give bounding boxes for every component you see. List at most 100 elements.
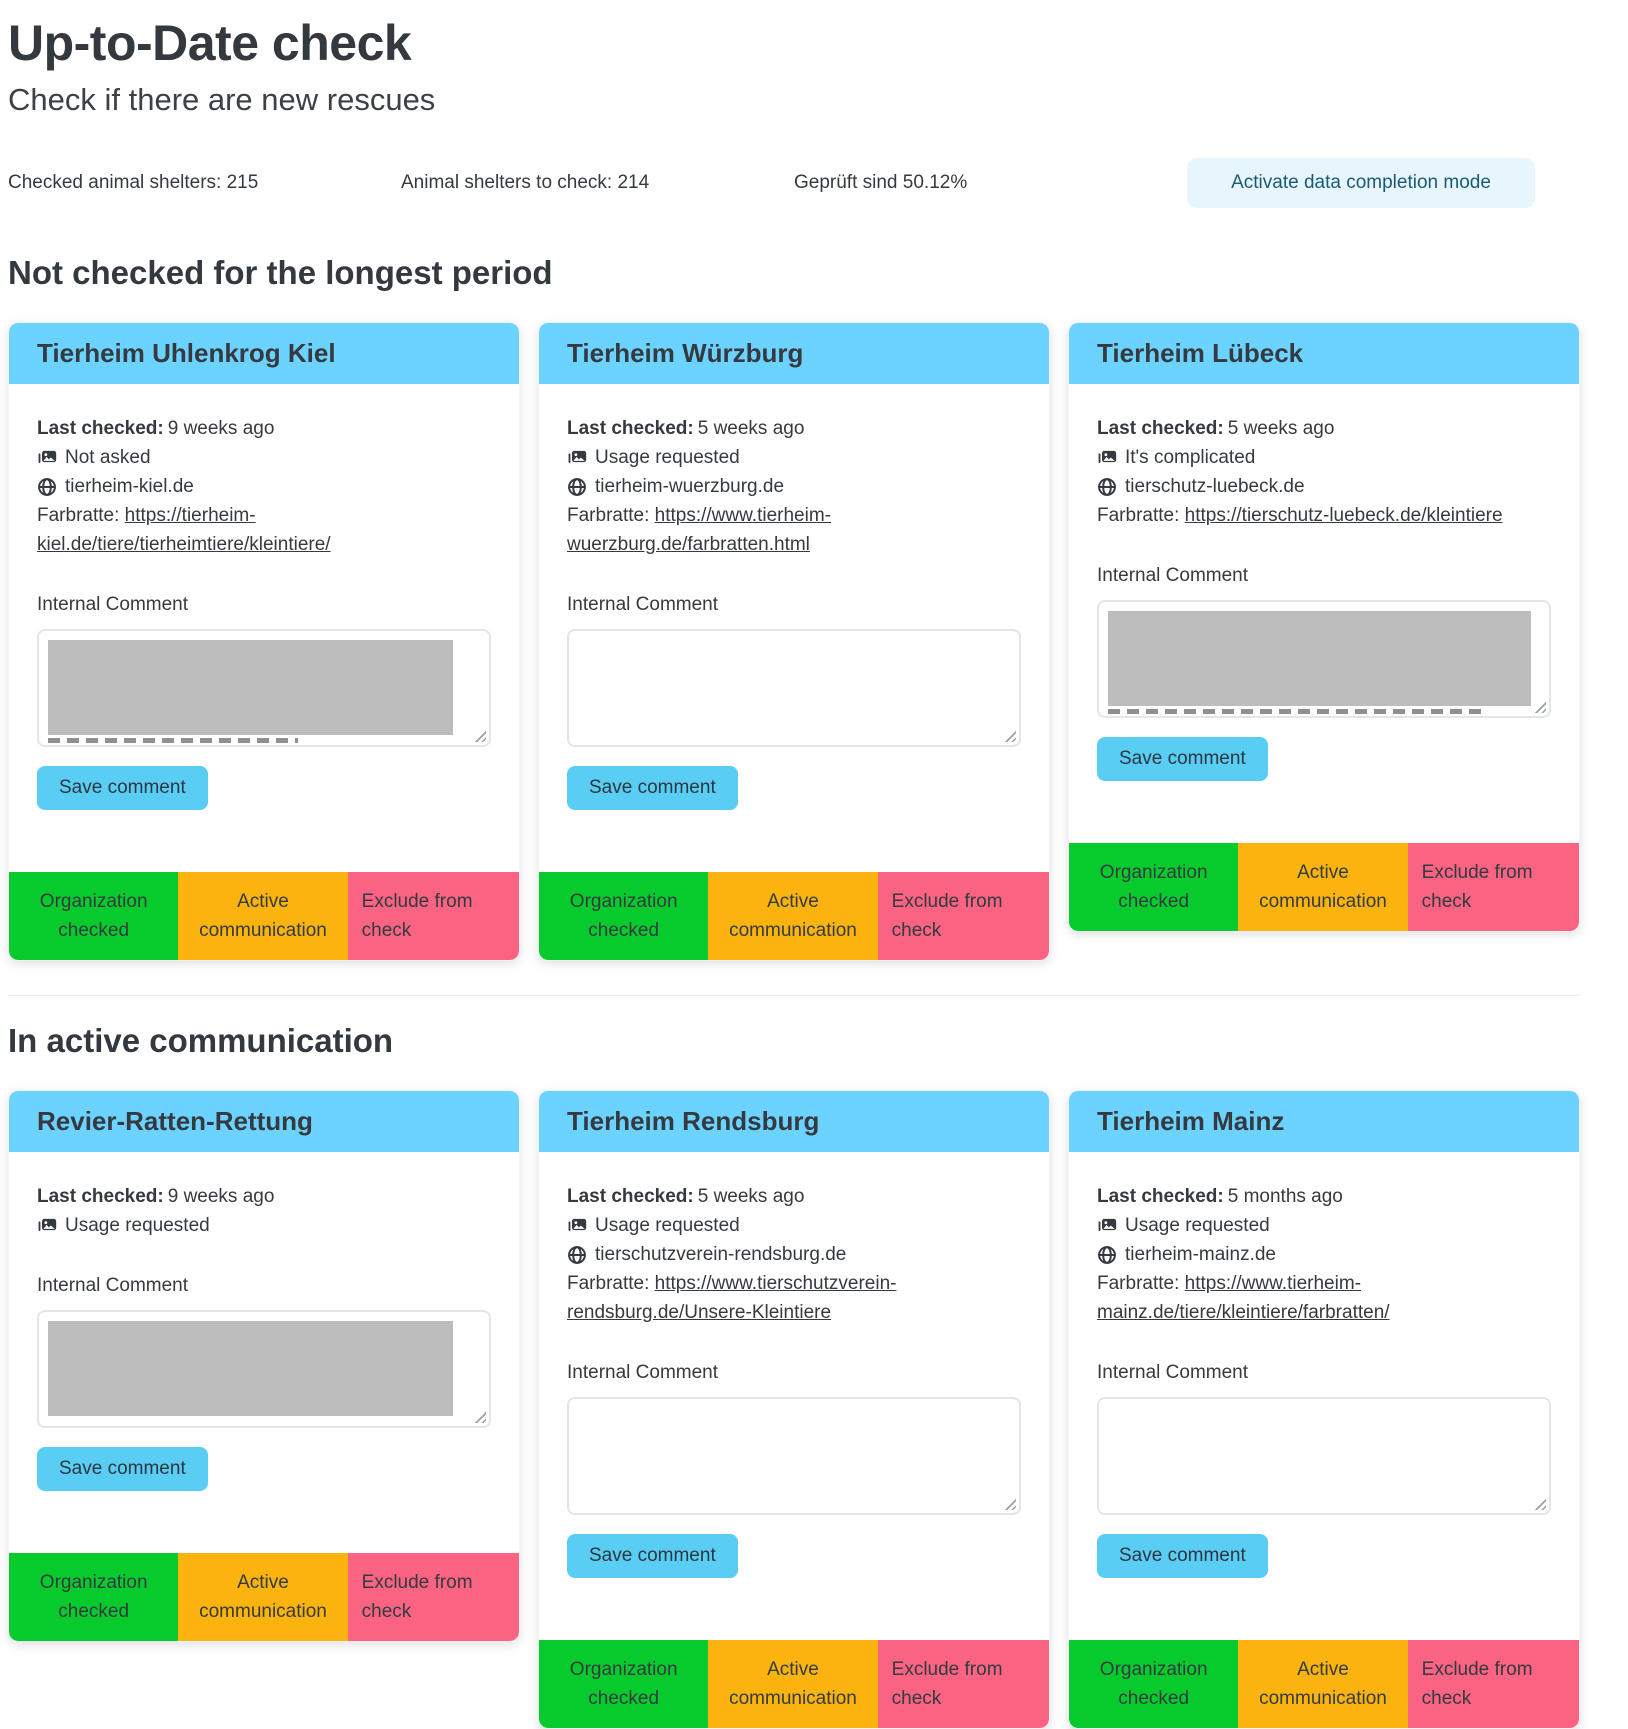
active-communication-button[interactable]: Active communication (708, 872, 878, 960)
save-comment-button[interactable]: Save comment (37, 766, 208, 810)
internal-comment-textarea[interactable] (37, 1310, 491, 1428)
resize-handle[interactable] (472, 1409, 486, 1423)
stat-checked-shelters: Checked animal shelters: 215 (8, 172, 259, 193)
shelter-card: Revier-Ratten-Rettung Last checked: 9 wee… (8, 1090, 520, 1642)
save-comment-button[interactable]: Save comment (567, 1534, 738, 1578)
images-icon (1098, 449, 1117, 463)
internal-comment-textarea[interactable] (37, 629, 491, 747)
organization-checked-button[interactable]: Organization checked (1069, 1640, 1239, 1728)
resize-handle[interactable] (1002, 1496, 1016, 1510)
save-comment-button[interactable]: Save comment (567, 766, 738, 810)
shelter-card: Tierheim Uhlenkrog Kiel Last checked: 9 w… (8, 322, 520, 961)
last-checked-label: Last checked: (37, 418, 164, 439)
internal-comment-textarea[interactable] (1097, 600, 1551, 718)
organization-checked-button[interactable]: Organization checked (9, 1553, 179, 1641)
active-communication-button[interactable]: Active communication (178, 872, 348, 960)
resize-handle[interactable] (1532, 699, 1546, 713)
farbratte-link[interactable]: https://www.tierschutzverein-rendsburg.d… (567, 1273, 897, 1323)
exclude-from-check-button[interactable]: Exclude from check (877, 1640, 1049, 1728)
organization-checked-button[interactable]: Organization checked (9, 872, 179, 960)
shelter-card-body: Last checked: 9 weeks ago Usage requested… (9, 1152, 519, 1491)
shelter-card-title: Revier-Ratten-Rettung (9, 1091, 519, 1152)
status-line: Usage requested (1097, 1211, 1551, 1240)
website-text: tierheim-mainz.de (1125, 1244, 1276, 1265)
organization-checked-button[interactable]: Organization checked (539, 872, 709, 960)
exclude-from-check-button[interactable]: Exclude from check (1407, 1640, 1579, 1728)
globe-icon (568, 477, 586, 496)
last-checked-line: Last checked: 9 weeks ago (37, 414, 491, 443)
card-footer: Organization checked Active communicatio… (539, 1640, 1049, 1728)
last-checked-value: 5 months ago (1227, 1186, 1343, 1207)
status-text: Usage requested (595, 1215, 740, 1236)
internal-comment-label: Internal Comment (1097, 1362, 1249, 1383)
shelter-card-title: Tierheim Rendsburg (539, 1091, 1049, 1152)
status-text: Usage requested (65, 1215, 210, 1236)
farbratte-link[interactable]: https://tierheim-kiel.de/tiere/tierheimt… (37, 505, 331, 555)
farbratte-label: Farbratte: (1097, 505, 1185, 526)
shelter-card-title: Tierheim Würzburg (539, 323, 1049, 384)
internal-comment-textarea[interactable] (567, 629, 1021, 747)
active-communication-button[interactable]: Active communication (708, 1640, 878, 1728)
website-text: tierheim-wuerzburg.de (595, 476, 785, 497)
organization-checked-button[interactable]: Organization checked (539, 1640, 709, 1728)
shelter-card-body: Last checked: 5 months ago Usage requeste… (1069, 1152, 1579, 1578)
stat-shelters-to-check: Animal shelters to check: 214 (401, 172, 650, 193)
last-checked-label: Last checked: (567, 418, 694, 439)
save-comment-button[interactable]: Save comment (1097, 737, 1268, 781)
exclude-from-check-button[interactable]: Exclude from check (877, 872, 1049, 960)
status-line: Not asked (37, 443, 491, 472)
globe-icon (1098, 477, 1116, 496)
globe-icon (38, 477, 56, 496)
save-comment-button[interactable]: Save comment (37, 1447, 208, 1491)
internal-comment-textarea[interactable] (567, 1397, 1021, 1515)
save-comment-button[interactable]: Save comment (1097, 1534, 1268, 1578)
shelter-card: Tierheim Rendsburg Last checked: 5 weeks … (538, 1090, 1050, 1729)
redacted-comment-cut-line (1108, 709, 1488, 714)
shelter-card-title: Tierheim Lübeck (1069, 323, 1579, 384)
active-communication-button[interactable]: Active communication (178, 1553, 348, 1641)
farbratte-label: Farbratte: (1097, 1273, 1185, 1294)
card-footer: Organization checked Active communicatio… (9, 872, 519, 960)
stats-row: Checked animal shelters: 215 Animal shel… (8, 158, 1580, 208)
farbratte-label: Farbratte: (37, 505, 125, 526)
last-checked-line: Last checked: 5 weeks ago (567, 1182, 1021, 1211)
exclude-from-check-button[interactable]: Exclude from check (347, 1553, 519, 1641)
active-communication-button[interactable]: Active communication (1238, 843, 1408, 931)
images-icon (1098, 1217, 1117, 1231)
internal-comment-textarea[interactable] (1097, 1397, 1551, 1515)
card-footer: Organization checked Active communicatio… (1069, 1640, 1579, 1728)
farbratte-label: Farbratte: (567, 1273, 655, 1294)
farbratte-link[interactable]: https://tierschutz-luebeck.de/kleintiere (1184, 505, 1503, 526)
card-grid-active-communication: Revier-Ratten-Rettung Last checked: 9 wee… (8, 1090, 1580, 1729)
resize-handle[interactable] (472, 728, 486, 742)
shelter-card-title: Tierheim Mainz (1069, 1091, 1579, 1152)
website-text: tierheim-kiel.de (65, 476, 194, 497)
internal-comment-label: Internal Comment (1097, 565, 1249, 586)
website-text: tierschutzverein-rendsburg.de (595, 1244, 847, 1265)
card-grid-not-checked: Tierheim Uhlenkrog Kiel Last checked: 9 w… (8, 322, 1580, 961)
farbratte-link[interactable]: https://www.tierheim-wuerzburg.de/farbra… (567, 505, 831, 555)
exclude-from-check-button[interactable]: Exclude from check (347, 872, 519, 960)
activate-data-completion-button[interactable]: Activate data completion mode (1187, 158, 1535, 208)
status-line: Usage requested (567, 443, 1021, 472)
status-line: Usage requested (567, 1211, 1021, 1240)
internal-comment-label: Internal Comment (37, 1275, 189, 1296)
farbratte-line: Farbratte: https://tierschutz-luebeck.de… (1097, 501, 1551, 530)
exclude-from-check-button[interactable]: Exclude from check (1407, 843, 1579, 931)
internal-comment-label: Internal Comment (37, 594, 189, 615)
farbratte-line: Farbratte: https://www.tierheim-mainz.de… (1097, 1269, 1551, 1327)
organization-checked-button[interactable]: Organization checked (1069, 843, 1239, 931)
resize-handle[interactable] (1002, 728, 1016, 742)
images-icon (38, 1217, 57, 1231)
last-checked-value: 9 weeks ago (167, 418, 275, 439)
farbratte-link[interactable]: https://www.tierheim-mainz.de/tiere/klei… (1097, 1273, 1390, 1323)
last-checked-label: Last checked: (567, 1186, 694, 1207)
images-icon (568, 1217, 587, 1231)
section-title-not-checked: Not checked for the longest period (8, 254, 553, 291)
images-icon (38, 449, 57, 463)
status-text: Usage requested (1125, 1215, 1270, 1236)
active-communication-button[interactable]: Active communication (1238, 1640, 1408, 1728)
resize-handle[interactable] (1532, 1496, 1546, 1510)
shelter-card: Tierheim Mainz Last checked: 5 months ago… (1068, 1090, 1580, 1729)
